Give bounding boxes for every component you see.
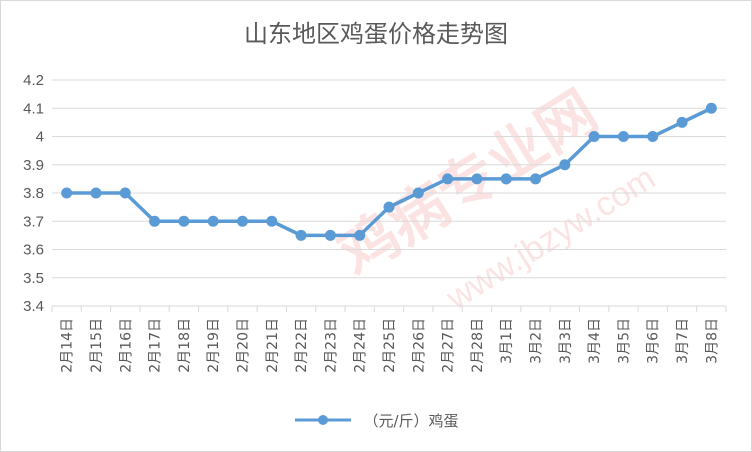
x-tick-label: 3月7日 <box>675 318 691 364</box>
x-tick-label: 2月14日 <box>60 318 76 373</box>
y-tick-label: 3.9 <box>23 157 44 174</box>
gridlines <box>52 79 726 307</box>
legend-label: （元/斤）鸡蛋 <box>363 411 459 430</box>
legend-swatch <box>295 415 352 425</box>
data-point <box>559 159 571 171</box>
series-line <box>66 106 713 238</box>
data-point <box>236 215 248 227</box>
y-tick-label: 3.4 <box>23 298 44 315</box>
x-tick-label: 2月19日 <box>206 318 222 373</box>
data-point <box>295 229 307 241</box>
y-tick-label: 4.1 <box>23 100 44 117</box>
data-point <box>90 187 102 199</box>
y-axis-ticks: 3.4 3.5 3.6 3.7 3.8 3.9 4 4.1 4.2 <box>23 72 44 315</box>
data-point <box>119 187 131 199</box>
data-point <box>324 229 336 241</box>
x-tick-label: 2月24日 <box>353 318 369 373</box>
y-tick-label: 3.6 <box>23 242 44 259</box>
y-tick-label: 3.5 <box>23 270 44 287</box>
data-point <box>676 116 688 128</box>
x-tick-label: 2月20日 <box>235 318 251 373</box>
y-tick-label: 4.2 <box>23 72 44 89</box>
data-point <box>149 215 161 227</box>
x-tick-label: 2月16日 <box>118 318 134 373</box>
x-tick-label: 2月28日 <box>470 318 486 373</box>
data-point <box>588 131 600 142</box>
x-tick-label: 3月5日 <box>616 318 632 364</box>
data-point <box>383 201 395 213</box>
data-point <box>61 187 73 199</box>
x-tick-label: 2月17日 <box>148 318 164 373</box>
data-point <box>705 102 717 114</box>
x-tick-label: 3月6日 <box>646 318 662 364</box>
data-point <box>207 215 219 227</box>
x-tick-label: 2月26日 <box>411 318 427 373</box>
chart-title: 山东地区鸡蛋价格走势图 <box>244 20 508 48</box>
data-point <box>617 131 629 142</box>
series-egg-price <box>61 102 717 241</box>
data-point <box>354 229 366 241</box>
data-point <box>530 173 542 185</box>
data-point <box>442 173 454 185</box>
data-point <box>266 215 278 227</box>
data-point <box>412 187 424 199</box>
x-tick-label: 2月15日 <box>89 318 105 373</box>
x-tick-label: 3月3日 <box>558 318 574 364</box>
x-tick-label: 2月27日 <box>441 318 457 373</box>
data-point <box>647 131 659 142</box>
data-point <box>500 173 512 185</box>
x-tick-label: 2月18日 <box>177 318 193 373</box>
legend: （元/斤）鸡蛋 <box>0 408 752 432</box>
data-point <box>471 173 483 185</box>
x-tick-label: 3月1日 <box>499 318 515 364</box>
y-tick-label: 4 <box>36 129 44 146</box>
x-tick-label: 2月23日 <box>323 318 339 373</box>
x-tick-label: 2月22日 <box>294 318 310 373</box>
x-tick-label: 3月4日 <box>587 318 603 364</box>
y-tick-label: 3.8 <box>23 185 44 202</box>
y-tick-label: 3.7 <box>23 213 44 230</box>
data-point <box>178 215 190 227</box>
x-tick-label: 2月21日 <box>265 318 281 373</box>
x-tick-label: 3月8日 <box>704 318 720 364</box>
x-axis-ticks: 2月14日 2月15日 2月16日 2月17日 2月18日 2月19日 2月20日 2月21日… <box>51 306 727 373</box>
x-tick-label: 3月2日 <box>529 318 545 364</box>
x-tick-label: 2月25日 <box>382 318 398 373</box>
